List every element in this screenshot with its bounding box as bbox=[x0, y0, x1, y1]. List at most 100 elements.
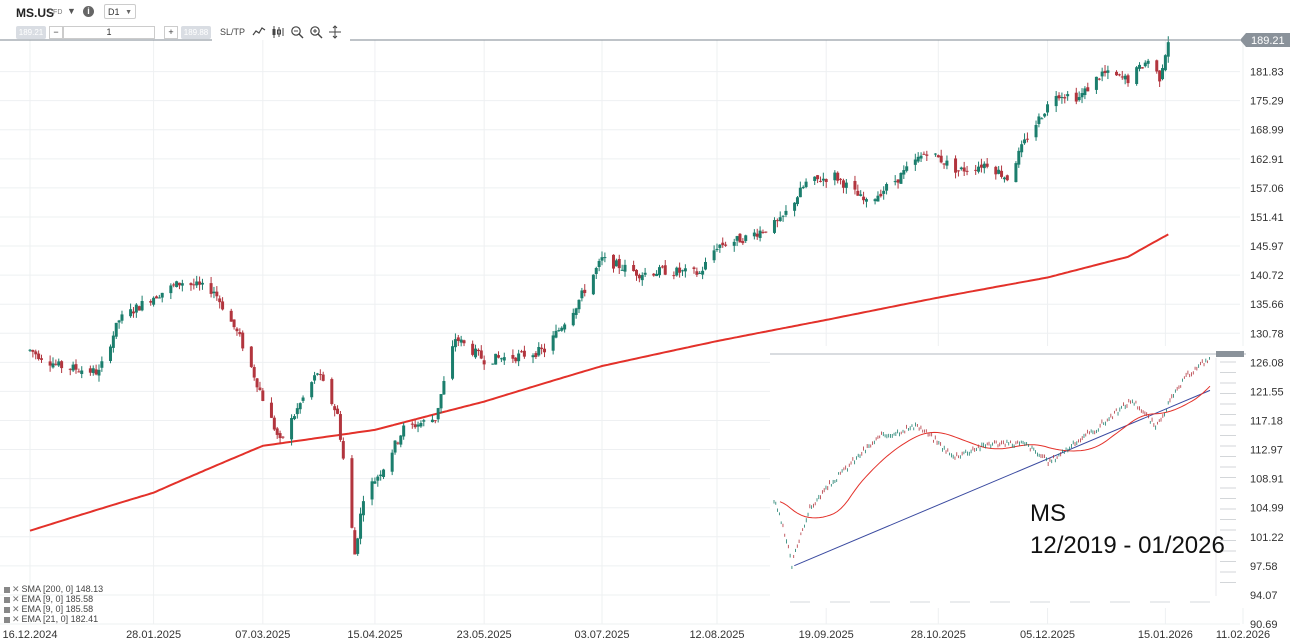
candle-bearish bbox=[54, 359, 58, 366]
candle-bearish bbox=[192, 278, 196, 290]
candle-bearish bbox=[1126, 73, 1130, 87]
candlestick-type-icon[interactable] bbox=[271, 25, 285, 40]
price-axis-label: 126.08 bbox=[1250, 357, 1284, 369]
candle-bearish bbox=[74, 359, 78, 374]
symbol-dropdown-icon[interactable]: ▼ bbox=[67, 6, 76, 16]
indicator-legend-item[interactable]: ✕ EMA [9, 0] 185.58 bbox=[4, 604, 103, 614]
time-axis-label: 23.05.2025 bbox=[457, 629, 512, 641]
candle-bullish bbox=[474, 344, 478, 359]
indicator-remove-icon[interactable]: ✕ bbox=[12, 594, 20, 604]
volume-increase-button[interactable]: + bbox=[164, 26, 178, 39]
candle-bullish bbox=[752, 229, 756, 240]
candle-bearish bbox=[255, 377, 259, 393]
candle-bearish bbox=[68, 368, 72, 376]
sltp-button[interactable]: SL/TP bbox=[220, 27, 246, 37]
candle-bearish bbox=[1063, 94, 1067, 104]
price-axis-label: 117.18 bbox=[1250, 415, 1283, 427]
candle-bullish bbox=[379, 470, 383, 481]
candle-bullish bbox=[594, 266, 598, 280]
candle-bullish bbox=[393, 440, 397, 455]
candle-bullish bbox=[844, 178, 848, 194]
candle-bullish bbox=[57, 358, 61, 368]
indicator-settings-icon[interactable] bbox=[4, 586, 10, 593]
candle-bearish bbox=[198, 276, 202, 291]
candle-bullish bbox=[712, 245, 716, 263]
candle-bullish bbox=[864, 197, 868, 208]
candle-bullish bbox=[1146, 58, 1150, 68]
indicator-legend-item[interactable]: ✕ EMA [21, 0] 182.41 bbox=[4, 614, 103, 624]
candle-bullish bbox=[1094, 76, 1098, 94]
candle-bullish bbox=[120, 310, 124, 324]
indicator-remove-icon[interactable]: ✕ bbox=[12, 604, 20, 614]
candle-bullish bbox=[1143, 60, 1147, 68]
candle-bullish bbox=[200, 278, 204, 290]
candle-bullish bbox=[459, 335, 463, 347]
candle-bullish bbox=[882, 186, 886, 200]
candle-bullish bbox=[758, 226, 762, 242]
inset-price-tag bbox=[1216, 351, 1244, 357]
indicator-legend-item[interactable]: ✕ EMA [9, 0] 185.58 bbox=[4, 594, 103, 604]
candle-bullish bbox=[735, 235, 739, 247]
line-chart-icon[interactable] bbox=[252, 25, 266, 40]
volume-input[interactable]: 1 bbox=[63, 26, 155, 39]
candle-bullish bbox=[382, 468, 386, 480]
candle-bearish bbox=[856, 184, 860, 196]
candle-bullish bbox=[531, 353, 535, 364]
timeframe-select[interactable]: D1 ▼ bbox=[104, 4, 136, 19]
candle-bullish bbox=[1054, 91, 1058, 113]
candle-bullish bbox=[784, 205, 788, 218]
candle-bullish bbox=[744, 234, 748, 243]
crosshair-icon[interactable] bbox=[328, 25, 342, 40]
candle-bullish bbox=[212, 286, 216, 299]
candle-bullish bbox=[1163, 54, 1167, 72]
candle-bearish bbox=[985, 158, 989, 169]
candle-bullish bbox=[1080, 88, 1084, 104]
candle-bullish bbox=[1138, 62, 1142, 72]
indicator-settings-icon[interactable] bbox=[4, 616, 10, 623]
candle-bullish bbox=[290, 414, 294, 446]
candle-bearish bbox=[678, 262, 682, 278]
candle-bullish bbox=[905, 161, 909, 173]
candle-bearish bbox=[221, 297, 225, 311]
candle-bearish bbox=[1117, 73, 1121, 77]
zoom-out-icon[interactable] bbox=[290, 25, 304, 40]
buy-price-button[interactable]: 189.88 bbox=[181, 26, 211, 39]
volume-decrease-button[interactable]: − bbox=[49, 26, 63, 39]
symbol-name[interactable]: MS.US bbox=[16, 6, 55, 20]
candle-bearish bbox=[258, 381, 262, 391]
candle-bearish bbox=[396, 441, 400, 445]
candle-bearish bbox=[511, 349, 515, 363]
candle-bullish bbox=[373, 477, 377, 485]
candle-bearish bbox=[824, 178, 828, 188]
zoom-in-icon[interactable] bbox=[309, 25, 323, 40]
candle-bearish bbox=[841, 178, 845, 194]
indicator-settings-icon[interactable] bbox=[4, 606, 10, 613]
candle-bearish bbox=[836, 171, 840, 184]
indicator-remove-icon[interactable]: ✕ bbox=[12, 584, 20, 594]
candle-bullish bbox=[603, 252, 607, 263]
candle-bearish bbox=[462, 339, 466, 347]
candle-bearish bbox=[660, 265, 664, 269]
candle-bullish bbox=[157, 294, 161, 299]
candle-bullish bbox=[1123, 73, 1127, 85]
indicator-remove-icon[interactable]: ✕ bbox=[12, 614, 20, 624]
candle-bullish bbox=[422, 418, 426, 427]
indicator-settings-icon[interactable] bbox=[4, 596, 10, 603]
candle-bullish bbox=[703, 257, 707, 271]
candle-bullish bbox=[114, 322, 118, 339]
candle-bullish bbox=[554, 324, 558, 339]
candle-bearish bbox=[482, 355, 486, 370]
candle-bearish bbox=[755, 228, 759, 240]
sell-price-button[interactable]: 189.21 bbox=[16, 26, 46, 39]
info-icon[interactable]: i bbox=[83, 6, 94, 17]
candle-bearish bbox=[942, 163, 946, 169]
candle-bearish bbox=[94, 364, 98, 376]
indicator-legend-item[interactable]: ✕ SMA [200, 0] 148.13 bbox=[4, 584, 103, 594]
candle-bearish bbox=[252, 364, 256, 381]
candle-bearish bbox=[540, 344, 544, 355]
candle-bearish bbox=[543, 343, 547, 358]
candle-bullish bbox=[91, 365, 95, 376]
candle-bullish bbox=[439, 393, 443, 414]
candle-bearish bbox=[209, 276, 213, 298]
